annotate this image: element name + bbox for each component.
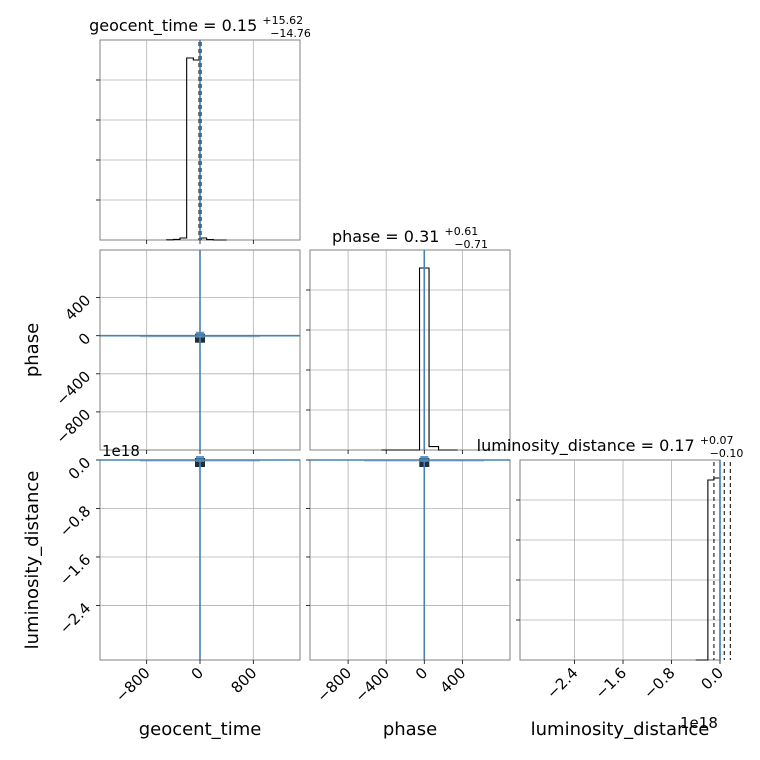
- panel-phase-vs-geocent-time: [99, 249, 301, 451]
- y-tick-label: −400: [53, 367, 95, 409]
- x-tick-label: 400: [436, 664, 469, 697]
- x-tick-label: −0.8: [640, 664, 678, 702]
- x-tick-label: −800: [112, 664, 154, 706]
- density-geocent-time-phase: [100, 250, 300, 450]
- x-tick-label: −1.6: [592, 664, 630, 702]
- panel-frame: [309, 459, 511, 661]
- title-phase: phase = 0.31 +0.61 −0.71: [332, 220, 488, 251]
- panel-frame: [309, 249, 511, 451]
- tick-labels: −800 0 800 −800−400 0 400 −2.4 −1.6 −0.8 0.0−800−…: [53, 240, 727, 706]
- histogram-phase: [306, 250, 458, 451]
- panel-luminosity-distance-hist: luminosity_distance = 0.17 +0.07 −0.10: [477, 429, 744, 661]
- density-inner: [420, 456, 429, 462]
- y-axis-label-luminosity-distance: luminosity_distance: [22, 471, 43, 650]
- y-tick-label: 0: [75, 329, 94, 348]
- x-axis-label-luminosity-distance: luminosity_distance: [531, 719, 710, 740]
- y-tick-label: −800: [53, 406, 95, 448]
- y-tick-label: 400: [61, 291, 94, 324]
- x-tick-label: 0: [188, 664, 207, 683]
- y-axis-label-phase: phase: [22, 323, 43, 377]
- offset-text-luminosity-distance-y: 1e18: [102, 442, 140, 460]
- histogram-geocent-time: [96, 40, 227, 241]
- density-inner: [196, 456, 204, 462]
- panel-phase-hist: phase = 0.31 +0.61 −0.71: [306, 220, 511, 451]
- title-luminosity-distance: luminosity_distance = 0.17 +0.07 −0.10: [477, 429, 744, 460]
- x-tick-label: 0.0: [697, 664, 727, 694]
- y-tick-label: −2.4: [56, 599, 94, 637]
- histogram-outline: [381, 267, 458, 451]
- density-geocent-time-luminosity-distance: [100, 456, 300, 660]
- panel-grid: [520, 460, 721, 660]
- panel-geocent-time-hist: geocent_time = 0.15 +15.62 −14.76: [89, 9, 311, 241]
- x-tick-label: 0: [412, 664, 431, 683]
- y-tick-label: 0.0: [65, 454, 95, 484]
- panel-grid: [310, 250, 510, 450]
- offset-text-luminosity-distance-x: 1e18: [680, 714, 718, 732]
- x-tick-label: −800: [313, 664, 355, 706]
- x-axis-label-phase: phase: [383, 719, 437, 740]
- x-tick-label: −400: [351, 664, 393, 706]
- x-tick-label: 800: [227, 664, 260, 697]
- x-tick-label: −2.4: [543, 664, 581, 702]
- panel-luminosity-distance-vs-geocent-time: [99, 456, 301, 661]
- x-axis-label-geocent-time: geocent_time: [139, 719, 262, 740]
- panel-grid: [310, 459, 510, 660]
- title-geocent-time: geocent_time = 0.15 +15.62 −14.76: [89, 9, 311, 40]
- panel-luminosity-distance-vs-phase: [309, 456, 511, 661]
- y-tick-label: −1.6: [56, 551, 94, 589]
- panel-frame: [519, 459, 721, 661]
- histogram-outline: [695, 477, 721, 661]
- density-phase-luminosity-distance: [310, 456, 510, 660]
- y-tick-label: −0.8: [56, 502, 94, 540]
- histogram-outline: [166, 57, 227, 241]
- histogram-luminosity-distance: [516, 460, 731, 661]
